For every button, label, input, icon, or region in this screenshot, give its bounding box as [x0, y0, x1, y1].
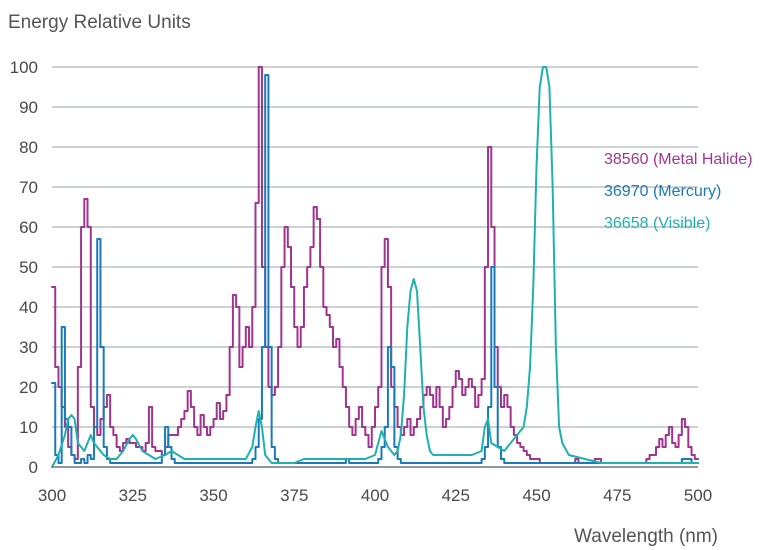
y-tick-label: 40: [19, 298, 38, 317]
x-tick-label: 350: [199, 486, 227, 505]
x-tick-label: 300: [38, 486, 66, 505]
x-tick-label: 375: [280, 486, 308, 505]
y-tick-label: 100: [10, 58, 38, 77]
y-tick-label: 0: [29, 458, 38, 477]
legend-entry: 36658 (Visible): [604, 215, 710, 232]
series-line-1: [51, 66, 699, 464]
series-line-2: [51, 74, 699, 464]
x-tick-label: 400: [361, 486, 389, 505]
x-tick-label: 425: [442, 486, 470, 505]
y-tick-label: 70: [19, 178, 38, 197]
series-line-3: [51, 66, 699, 468]
x-tick-labels: 300 325 350 375 400 425 450 475 500: [38, 486, 712, 505]
y-tick-label: 50: [19, 258, 38, 277]
y-axis-title: Energy Relative Units: [8, 12, 191, 33]
y-tick-labels: 0 10 20 30 40 50 60 70 80 90 100: [10, 58, 38, 477]
y-tick-label: 60: [19, 218, 38, 237]
y-tick-label: 20: [19, 378, 38, 397]
legend-entry: 38560 (Metal Halide): [604, 151, 753, 168]
legend-entry: 36970 (Mercury): [604, 183, 721, 200]
y-tick-label: 30: [19, 338, 38, 357]
x-tick-label: 325: [119, 486, 147, 505]
series-lines: [51, 66, 699, 468]
x-axis-title: Wavelength (nm): [574, 526, 718, 547]
legend: 38560 (Metal Halide) 36970 (Mercury) 36658…: [604, 151, 753, 232]
y-tick-label: 10: [19, 418, 38, 437]
x-tick-label: 500: [684, 486, 712, 505]
y-tick-label: 90: [19, 98, 38, 117]
x-tick-label: 450: [522, 486, 550, 505]
gridlines: [52, 66, 698, 428]
x-tick-label: 475: [603, 486, 631, 505]
y-tick-label: 80: [19, 138, 38, 157]
